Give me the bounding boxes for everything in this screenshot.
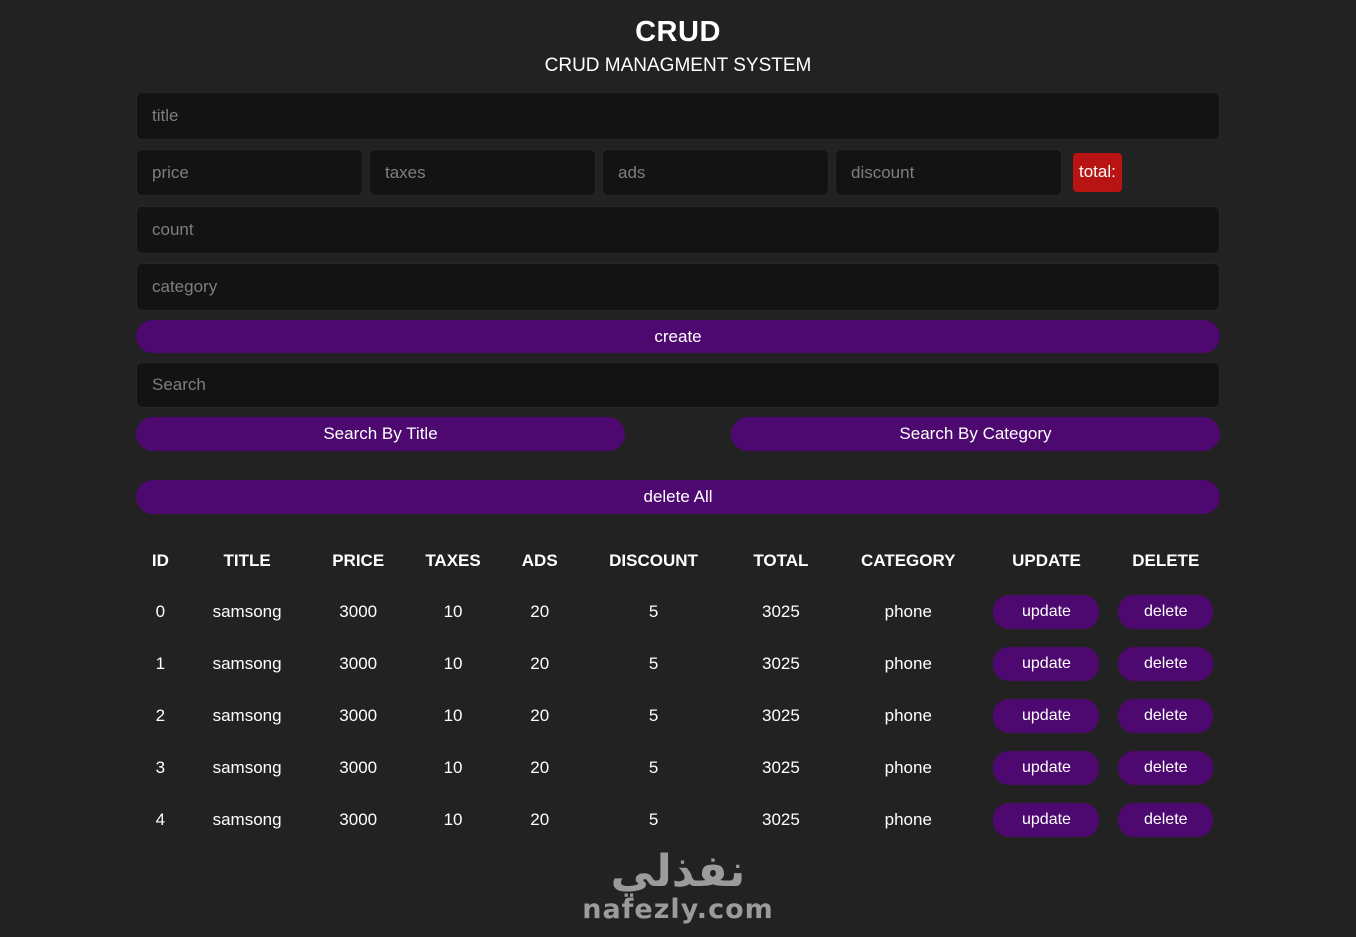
app-container: CRUD CRUD MANAGMENT SYSTEM total: create… [136, 16, 1220, 925]
cell-price: 3000 [339, 706, 378, 725]
count-input[interactable] [136, 206, 1220, 254]
numeric-fields-row: total: [136, 149, 1220, 196]
cell-total: 3025 [762, 758, 800, 777]
cell-category: phone [884, 810, 932, 829]
cell-title: samsong [212, 654, 282, 673]
cell-total: 3025 [762, 706, 800, 725]
cell-update: update [981, 638, 1111, 690]
cell-title: samsong [212, 602, 282, 621]
header-total: TOTAL [753, 551, 809, 570]
cell-category: phone [884, 706, 932, 725]
header-price: PRICE [332, 551, 385, 570]
cell-title: samsong [212, 810, 282, 829]
header-category: CATEGORY [861, 551, 956, 570]
search-input[interactable] [136, 362, 1220, 408]
cell-price: 3000 [339, 810, 378, 829]
header-update: UPDATE [1012, 551, 1081, 570]
cell-price: 3000 [339, 654, 378, 673]
update-row-button[interactable]: update [993, 751, 1100, 785]
cell-discount: 5 [648, 706, 659, 725]
delete-row-button[interactable]: delete [1118, 595, 1214, 629]
cell-total: 3025 [762, 602, 800, 621]
cell-ads: 20 [530, 602, 550, 621]
cell-taxes: 10 [443, 602, 463, 621]
header-title: TITLE [223, 551, 271, 570]
cell-id: 4 [155, 810, 166, 829]
cell-delete: delete [1112, 690, 1220, 742]
table-row: 1 samsong 3000 10 20 5 3025 phone update delete [136, 638, 1220, 690]
total-badge: total: [1073, 153, 1122, 192]
cell-delete: delete [1112, 586, 1220, 638]
cell-taxes: 10 [443, 706, 463, 725]
cell-price: 3000 [339, 602, 378, 621]
table-body: 0 samsong 3000 10 20 5 3025 phone update delete 1 s… [136, 586, 1220, 846]
cell-delete: delete [1112, 794, 1220, 846]
cell-title: samsong [212, 758, 282, 777]
cell-delete: delete [1112, 638, 1220, 690]
table-row: 4 samsong 3000 10 20 5 3025 phone update delete [136, 794, 1220, 846]
table-header-row: ID TITLE PRICE TAXES ADS DISCOUNT TOTAL … [136, 536, 1220, 586]
cell-ads: 20 [530, 654, 550, 673]
category-input[interactable] [136, 263, 1220, 311]
table-row: 3 samsong 3000 10 20 5 3025 phone update delete [136, 742, 1220, 794]
table-row: 0 samsong 3000 10 20 5 3025 phone update delete [136, 586, 1220, 638]
cell-discount: 5 [648, 602, 659, 621]
update-row-button[interactable]: update [993, 803, 1100, 837]
cell-ads: 20 [530, 758, 550, 777]
cell-id: 3 [155, 758, 166, 777]
cell-ads: 20 [530, 706, 550, 725]
cell-taxes: 10 [443, 758, 463, 777]
cell-ads: 20 [530, 810, 550, 829]
cell-id: 1 [155, 654, 166, 673]
search-by-title-button[interactable]: Search By Title [136, 417, 625, 451]
cell-id: 0 [155, 602, 166, 621]
header-delete: DELETE [1132, 551, 1200, 570]
delete-row-button[interactable]: delete [1118, 699, 1214, 733]
header-ads: ADS [521, 551, 558, 570]
cell-discount: 5 [648, 758, 659, 777]
create-button[interactable]: create [136, 320, 1220, 353]
update-row-button[interactable]: update [993, 699, 1100, 733]
delete-all-button[interactable]: delete All [136, 480, 1220, 514]
cell-id: 2 [155, 706, 166, 725]
cell-price: 3000 [339, 758, 378, 777]
cell-category: phone [884, 602, 932, 621]
delete-row-button[interactable]: delete [1118, 647, 1214, 681]
update-row-button[interactable]: update [993, 647, 1100, 681]
price-input[interactable] [136, 149, 363, 196]
header-taxes: TAXES [425, 551, 481, 570]
products-table: ID TITLE PRICE TAXES ADS DISCOUNT TOTAL … [136, 536, 1220, 846]
cell-taxes: 10 [443, 810, 463, 829]
cell-total: 3025 [762, 810, 800, 829]
cell-title: samsong [212, 706, 282, 725]
cell-taxes: 10 [443, 654, 463, 673]
table-row: 2 samsong 3000 10 20 5 3025 phone update delete [136, 690, 1220, 742]
title-input[interactable] [136, 92, 1220, 140]
watermark: نفذلي nafezly.com [136, 846, 1220, 926]
delete-row-button[interactable]: delete [1118, 803, 1214, 837]
header-discount: DISCOUNT [609, 551, 698, 570]
cell-update: update [981, 794, 1111, 846]
cell-total: 3025 [762, 654, 800, 673]
taxes-input[interactable] [369, 149, 596, 196]
cell-delete: delete [1112, 742, 1220, 794]
ads-input[interactable] [602, 149, 829, 196]
cell-category: phone [884, 654, 932, 673]
watermark-domain-text: nafezly.com [582, 894, 774, 926]
update-row-button[interactable]: update [993, 595, 1100, 629]
page-subtitle: CRUD MANAGMENT SYSTEM [544, 55, 812, 76]
header-id: ID [151, 551, 169, 570]
cell-update: update [981, 586, 1111, 638]
page-title: CRUD [635, 16, 721, 48]
cell-category: phone [884, 758, 932, 777]
watermark-arabic-logo: نفذلي [610, 846, 746, 897]
cell-discount: 5 [648, 654, 659, 673]
search-buttons-row: Search By Title Search By Category [136, 417, 1220, 451]
cell-update: update [981, 690, 1111, 742]
search-by-category-button[interactable]: Search By Category [731, 417, 1220, 451]
delete-row-button[interactable]: delete [1118, 751, 1214, 785]
cell-discount: 5 [648, 810, 659, 829]
discount-input[interactable] [835, 149, 1062, 196]
cell-update: update [981, 742, 1111, 794]
